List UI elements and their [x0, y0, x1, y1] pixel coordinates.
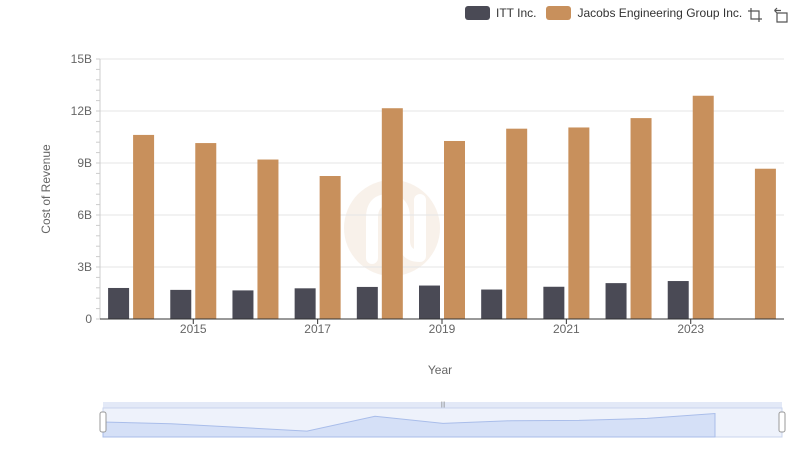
legend-label-itt: ITT Inc.	[496, 6, 537, 20]
bar-itt-2015[interactable]	[170, 289, 192, 319]
legend-swatch-jacobs	[546, 6, 572, 20]
y-tick-label: 15B	[71, 52, 92, 66]
x-tick-label: 2019	[429, 322, 456, 336]
legend-item-jacobs[interactable]: Jacobs Engineering Group Inc.	[546, 6, 742, 20]
bar-itt-2023[interactable]	[667, 281, 689, 319]
bar-jacobs-2018[interactable]	[381, 108, 403, 319]
y-axis-label: Cost of Revenue	[39, 144, 53, 234]
navigator-handle-left[interactable]	[99, 411, 107, 433]
navigator-top-bar[interactable]	[103, 402, 782, 408]
bar-jacobs-2022[interactable]	[630, 118, 652, 320]
bar-jacobs-2021[interactable]	[568, 127, 590, 319]
navigator-grip-icon[interactable]: |||	[441, 402, 446, 408]
bar-jacobs-2015[interactable]	[195, 143, 217, 319]
watermark-logo	[344, 180, 440, 276]
grid-lines	[100, 58, 784, 320]
bar-jacobs-2024[interactable]	[754, 168, 776, 319]
x-tick-label: 2021	[553, 322, 580, 336]
legend-swatch-itt	[465, 6, 490, 20]
bar-itt-2021[interactable]	[543, 286, 565, 319]
x-tick-label: 2023	[677, 322, 704, 336]
y-tick-label: 0	[85, 312, 92, 326]
bar-itt-2016[interactable]	[232, 290, 254, 319]
x-axis-label: Year	[428, 363, 452, 377]
bars	[108, 95, 776, 320]
y-tick-label: 3B	[77, 260, 92, 274]
legend: ITT Inc. Jacobs Engineering Group Inc.	[465, 4, 752, 22]
legend-label-jacobs: Jacobs Engineering Group Inc.	[577, 6, 743, 20]
x-axis: 2015 2017 2019 2021 2023	[100, 318, 784, 336]
bar-itt-2020[interactable]	[481, 289, 503, 319]
y-axis: 0 3B 6B 9B 12B 15B	[71, 52, 101, 326]
bar-itt-2022[interactable]	[605, 283, 627, 319]
bar-itt-2017[interactable]	[294, 288, 316, 319]
bar-jacobs-2016[interactable]	[257, 159, 279, 319]
x-tick-label: 2015	[180, 322, 207, 336]
y-tick-label: 9B	[77, 156, 92, 170]
y-tick-label: 12B	[71, 104, 92, 118]
bar-itt-2019[interactable]	[419, 285, 440, 319]
bar-itt-2014[interactable]	[108, 287, 130, 319]
navigator-handle-right[interactable]	[778, 411, 786, 433]
y-tick-label: 6B	[77, 208, 92, 222]
bar-jacobs-2014[interactable]	[133, 134, 155, 319]
navigator-series	[102, 412, 716, 438]
reset-icon[interactable]	[773, 7, 789, 23]
bar-jacobs-2017[interactable]	[319, 176, 341, 319]
bar-jacobs-2019[interactable]	[444, 140, 465, 319]
bar-jacobs-2020[interactable]	[506, 128, 528, 319]
select-icon[interactable]	[747, 7, 763, 23]
navigator[interactable]: |||	[99, 402, 786, 438]
bar-jacobs-2023[interactable]	[692, 95, 714, 319]
legend-item-itt[interactable]: ITT Inc.	[465, 6, 536, 20]
x-tick-label: 2017	[304, 322, 331, 336]
navigator-track	[102, 407, 783, 438]
bar-itt-2018[interactable]	[356, 286, 378, 319]
